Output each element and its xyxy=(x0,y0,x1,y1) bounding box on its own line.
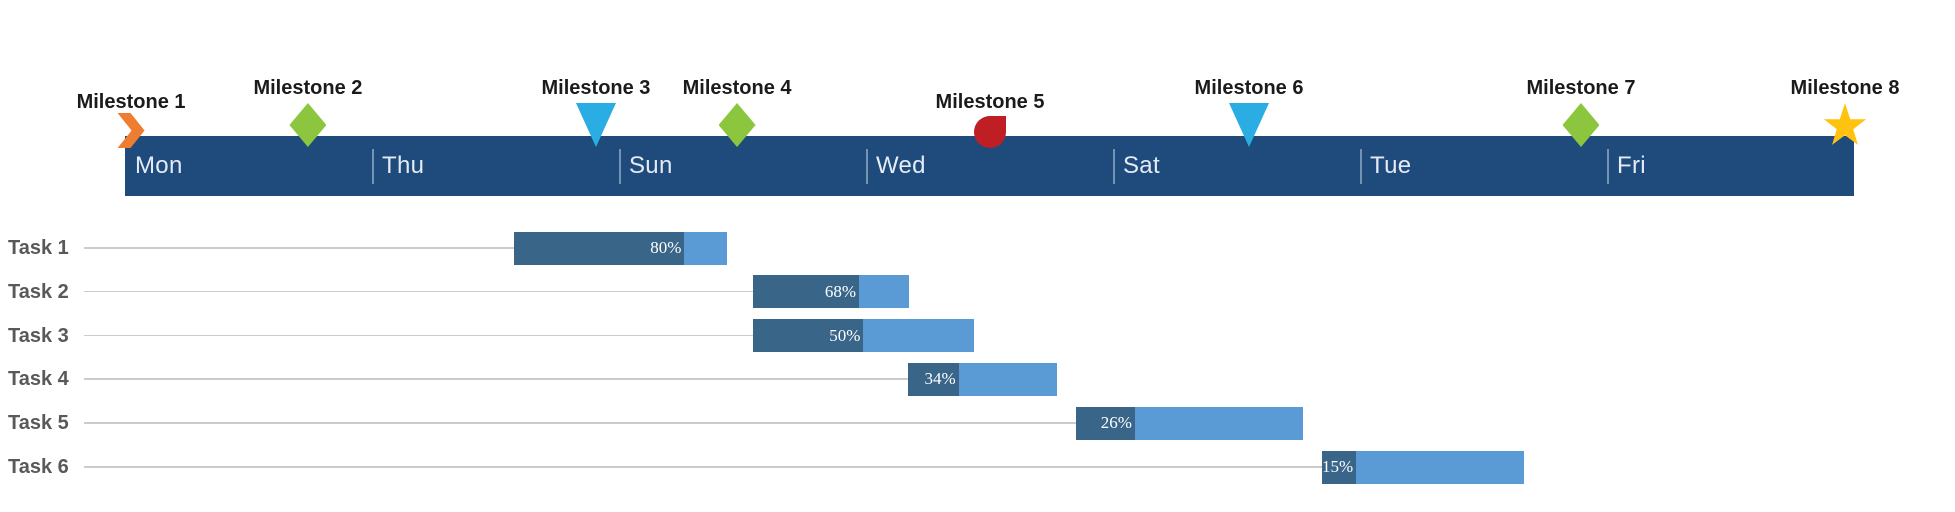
task-bar[interactable]: 80% xyxy=(514,231,728,265)
task-remaining-segment[interactable] xyxy=(859,275,909,309)
task-remaining-segment[interactable] xyxy=(684,231,728,265)
task-bar[interactable]: 50% xyxy=(752,319,974,353)
timeline-day-label: Sat xyxy=(1123,152,1160,179)
day-divider xyxy=(866,149,868,184)
task-bar[interactable]: 34% xyxy=(908,362,1057,396)
task-leader-line xyxy=(84,334,753,337)
milestone-label: Milestone 1 xyxy=(76,91,186,113)
timeline-day-label: Tue xyxy=(1370,152,1412,179)
task-label: Task 1 xyxy=(8,237,69,259)
task-label: Task 3 xyxy=(8,324,69,347)
timeline-day-label: Wed xyxy=(876,152,926,179)
milestone-label: Milestone 4 xyxy=(682,77,792,99)
task-progress-label: 26% xyxy=(1100,413,1132,433)
day-divider xyxy=(372,149,374,184)
milestone-label: Milestone 8 xyxy=(1790,77,1900,99)
task-label: Task 5 xyxy=(8,412,69,435)
task-progress-label: 15% xyxy=(1321,457,1354,476)
task-remaining-segment[interactable] xyxy=(958,362,1057,396)
task-leader-line xyxy=(84,290,753,293)
milestone-label: Milestone 2 xyxy=(253,77,363,99)
milestone-label: Milestone 6 xyxy=(1194,77,1304,99)
task-progress-label: 50% xyxy=(829,325,861,345)
task-progress-segment[interactable]: 26% xyxy=(1075,406,1135,440)
task-progress-label: 34% xyxy=(924,369,956,389)
timeline-day-label: Thu xyxy=(382,152,425,179)
task-label: Task 4 xyxy=(8,368,69,391)
task-bar[interactable]: 26% xyxy=(1075,406,1303,440)
timeline-day-label: Fri xyxy=(1617,152,1646,179)
task-leader-line xyxy=(84,247,515,249)
task-label: Task 6 xyxy=(8,456,69,478)
task-remaining-segment[interactable] xyxy=(1134,406,1303,440)
milestone-label: Milestone 7 xyxy=(1526,77,1636,99)
task-progress-segment[interactable]: 15% xyxy=(1321,450,1357,484)
timeline-day-label: Mon xyxy=(135,152,183,179)
task-leader-line xyxy=(84,378,909,380)
task-label: Task 2 xyxy=(8,280,69,303)
milestone-marker-circle-icon[interactable] xyxy=(974,116,1007,148)
task-remaining-segment[interactable] xyxy=(863,319,974,353)
day-divider xyxy=(1113,149,1115,184)
task-progress-segment[interactable]: 80% xyxy=(514,231,685,265)
day-divider xyxy=(619,149,621,184)
task-progress-label: 68% xyxy=(824,281,857,301)
task-leader-line xyxy=(84,422,1076,424)
task-progress-label: 80% xyxy=(650,238,682,257)
milestone-label: Milestone 3 xyxy=(541,77,651,99)
day-divider xyxy=(1607,149,1609,184)
timeline-day-label: Sun xyxy=(629,152,673,179)
task-leader-line xyxy=(84,466,1322,468)
task-remaining-segment[interactable] xyxy=(1356,450,1524,484)
task-progress-segment[interactable]: 34% xyxy=(908,362,959,396)
task-bar[interactable]: 15% xyxy=(1321,450,1524,484)
task-progress-segment[interactable]: 50% xyxy=(752,319,864,353)
task-progress-segment[interactable]: 68% xyxy=(752,275,860,309)
day-divider xyxy=(1360,149,1362,184)
milestone-label: Milestone 5 xyxy=(935,91,1045,113)
task-bar[interactable]: 68% xyxy=(752,275,909,309)
